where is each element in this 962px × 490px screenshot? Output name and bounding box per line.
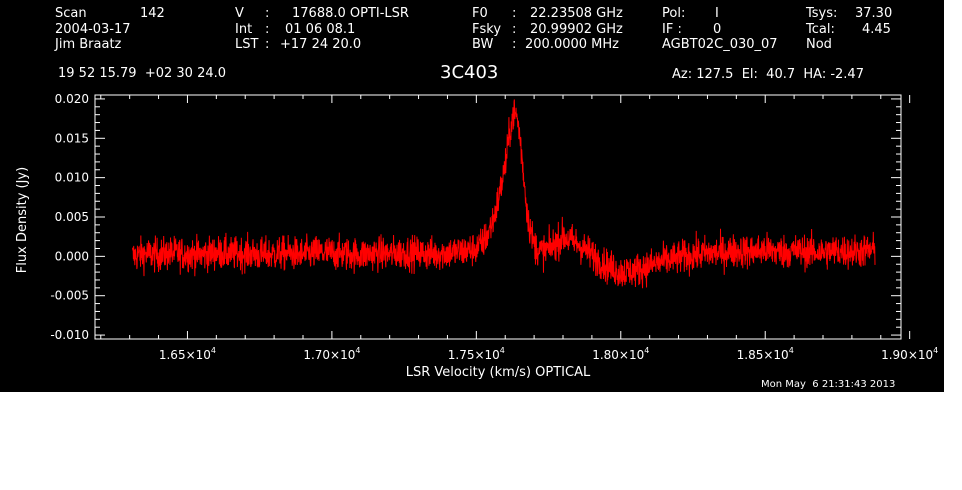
plot-timestamp: Mon May 6 21:31:43 2013: [761, 379, 896, 390]
project-id: AGBT02C_030_07: [662, 37, 778, 52]
integration-label: Int: [235, 22, 253, 37]
x-tick-label: 1.85×104: [737, 346, 794, 362]
x-axis: 1.65×104 1.70×104 1.75×104 1.80×104 1.85×104…: [100, 95, 938, 362]
plot-frame: [94, 94, 902, 340]
x-tick-label: 1.80×104: [592, 346, 649, 362]
scan-label: Scan: [55, 6, 87, 21]
y-tick-label: 0.005: [55, 210, 89, 224]
observing-mode: Nod: [806, 37, 832, 52]
y-axis: 0.020 0.015 0.010 0.005 0.000 -0.005 -0.010: [50, 92, 901, 342]
velocity-label: V: [235, 6, 244, 21]
x-tick-label: 1.70×104: [303, 346, 360, 362]
y-tick-label: 0.015: [55, 131, 89, 145]
spectrum-chart: 1.65×104 1.70×104 1.75×104 1.80×104 1.85×104…: [15, 92, 938, 380]
fsky-label: Fsky: [472, 22, 502, 37]
x-tick-label: 1.65×104: [159, 346, 216, 362]
pol-label: Pol:: [662, 6, 686, 21]
lst-label: LST: [235, 37, 259, 52]
y-tick-label: 0.010: [55, 171, 89, 185]
if-label: IF :: [662, 22, 682, 37]
tcal-value: 4.45: [862, 22, 891, 37]
tcal-label: Tcal:: [806, 22, 835, 37]
spectrum-trace-layer: [132, 99, 876, 289]
pol-value: I: [715, 6, 719, 21]
spectrum-line: [132, 99, 876, 289]
tsys-value: 37.30: [855, 6, 893, 21]
tsys-label: Tsys:: [806, 6, 838, 21]
fsky-value: 20.99902 GHz: [530, 22, 623, 37]
y-axis-label: Flux Density (Jy): [15, 167, 30, 273]
spectrum-panel: Scan 142 2004-03-17 Jim Braatz V : 17688…: [0, 0, 944, 392]
y-tick-label: 0.020: [55, 92, 89, 106]
f0-label: F0: [472, 6, 488, 21]
x-tick-label: 1.75×104: [448, 346, 505, 362]
scan-value: 142: [140, 6, 165, 21]
y-tick-label: 0.000: [55, 249, 89, 263]
lst-value: +17 24 20.0: [280, 37, 362, 52]
if-value: 0: [713, 22, 722, 37]
integration-value: 01 06 08.1: [285, 22, 356, 37]
y-tick-label: -0.005: [50, 289, 89, 303]
bw-value: 200.0000 MHz: [525, 37, 619, 52]
source-coordinates: 19 52 15.79 +02 30 24.0: [58, 66, 227, 81]
source-name: 3C403: [440, 62, 499, 83]
velocity-value: 17688.0 OPTI-LSR: [292, 6, 409, 21]
x-axis-label: LSR Velocity (km/s) OPTICAL: [406, 365, 591, 380]
y-tick-label: -0.010: [50, 328, 89, 342]
az-el-ha: Az: 127.5 El: 40.7 HA: -2.47: [672, 67, 864, 82]
observation-date: 2004-03-17: [55, 22, 131, 37]
x-tick-label: 1.90×104: [881, 346, 938, 362]
f0-value: 22.23508 GHz: [530, 6, 623, 21]
observer-name: Jim Braatz: [55, 37, 122, 52]
bw-label: BW: [472, 37, 494, 52]
